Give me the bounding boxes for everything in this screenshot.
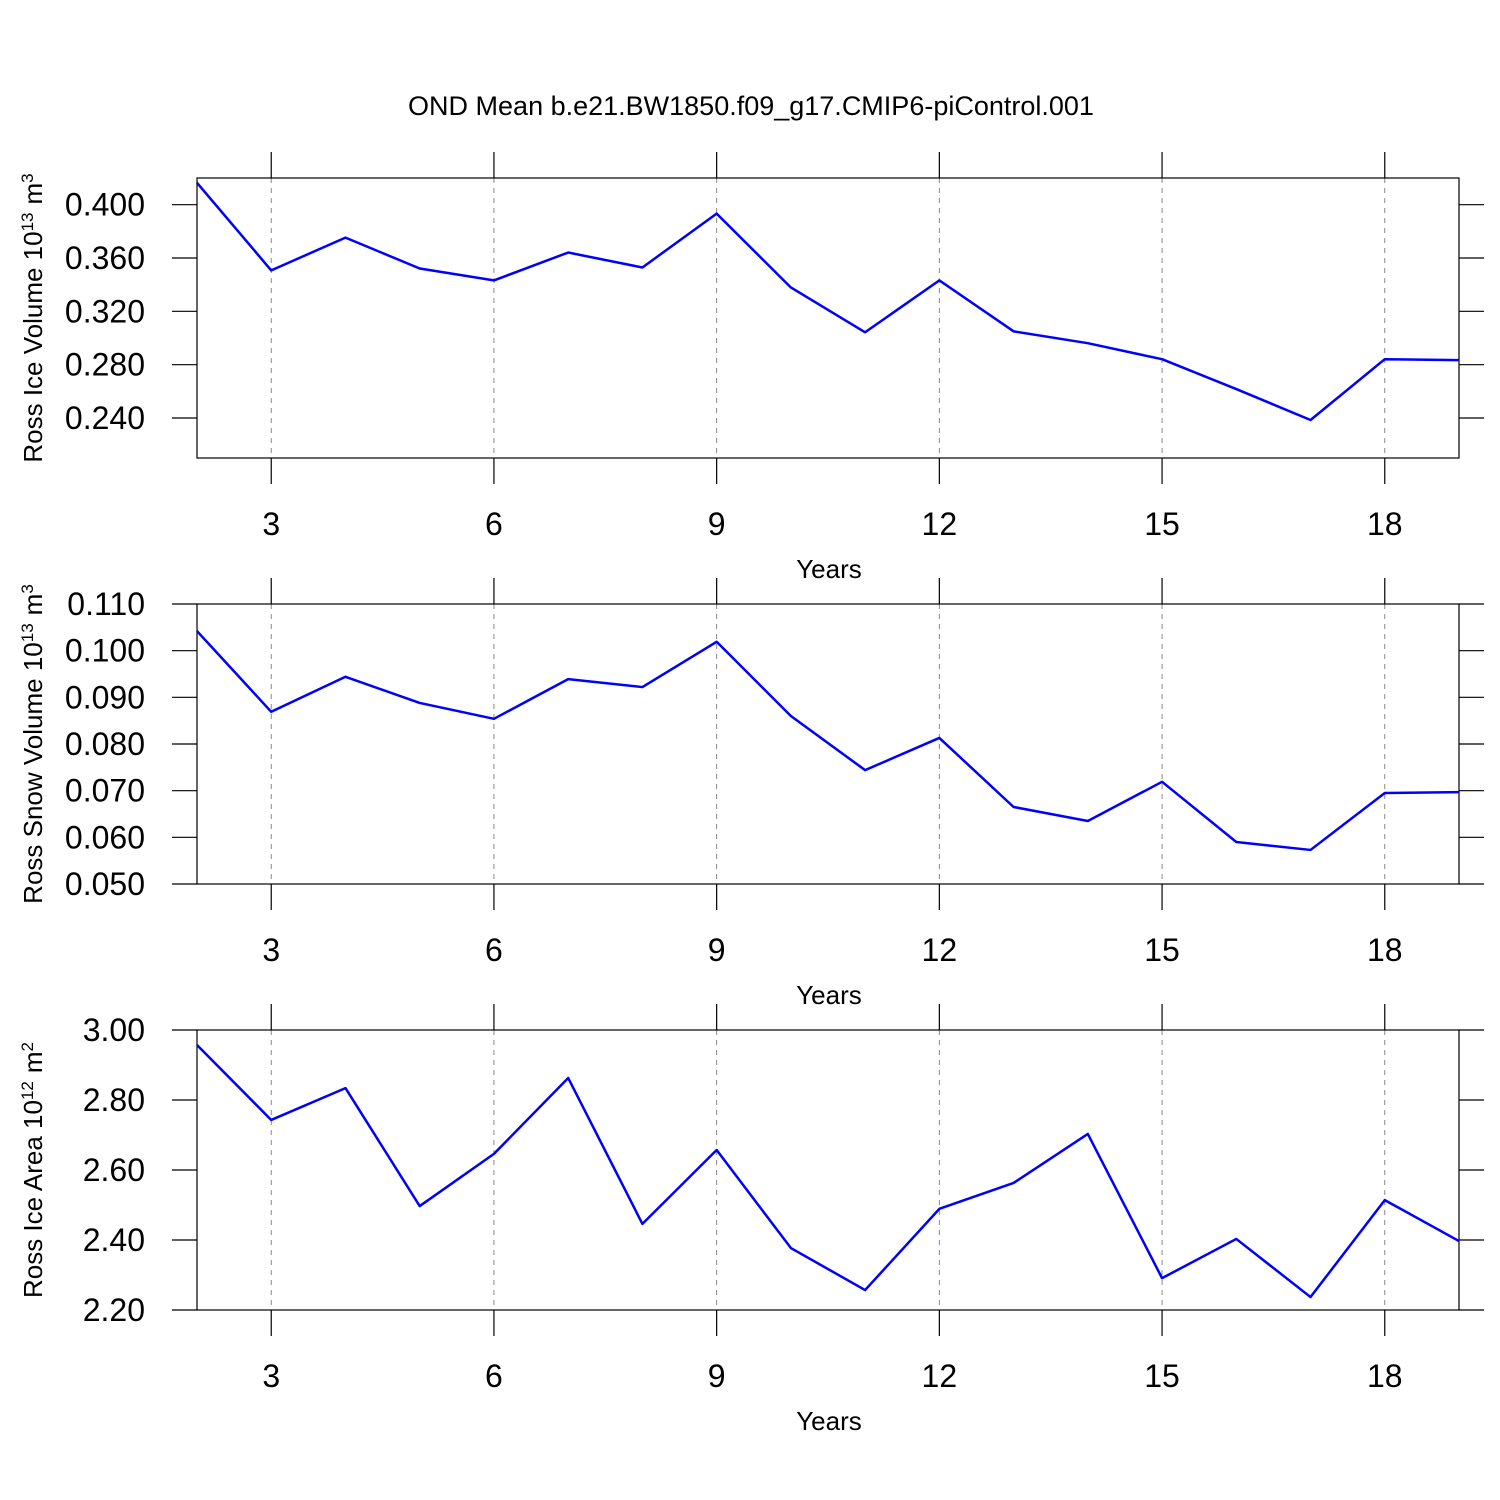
x-tick-label: 15 (1144, 1358, 1180, 1394)
plot-frame (196, 1029, 1460, 1311)
y-axis-label-exponent: 3 (18, 584, 37, 593)
y-axis-label-exponent: 12 (18, 1081, 37, 1100)
x-tick-label: 9 (708, 1358, 726, 1394)
y-axis-label-part: m (18, 1051, 48, 1073)
y-tick-label: 2.80 (83, 1082, 145, 1118)
y-axis-label-exponent: 2 (18, 1042, 37, 1051)
x-axis-label: Years (796, 554, 862, 584)
panel: 3 6 9 12 15 18 2.20 2.40 2.60 2.80 3.00 Years Ross I… (18, 1004, 1484, 1436)
x-tick-label: 6 (485, 932, 503, 968)
y-tick-label: 0.280 (65, 347, 145, 383)
x-tick-label: 9 (708, 506, 726, 542)
x-tick-label: 15 (1144, 932, 1180, 968)
y-tick-label: 0.100 (65, 633, 145, 669)
data-line (196, 181, 1460, 422)
x-axis-label: Years (796, 1406, 862, 1436)
x-tick-label: 12 (922, 506, 958, 542)
y-axis-label-exponent: 3 (18, 173, 37, 182)
x-axis-label: Years (796, 980, 862, 1010)
y-axis-label-part: Ross Ice Volume 10 (18, 231, 48, 462)
y-tick-label: 0.060 (65, 819, 145, 855)
y-tick-label: 0.320 (65, 293, 145, 329)
panel: 3 6 9 12 15 18 0.240 0.280 0.320 0.360 0.400 Years R… (18, 152, 1484, 584)
data-line (196, 630, 1460, 852)
y-axis-label-part: Ross Ice Area 10 (18, 1100, 48, 1298)
y-tick-label: 0.050 (65, 866, 145, 902)
plot-frame (196, 177, 1460, 459)
data-line (196, 1044, 1460, 1299)
y-tick-label: 0.240 (65, 400, 145, 436)
y-axis-label: Ross Ice Area 1012 m2 (18, 1042, 49, 1298)
y-axis-label: Ross Ice Volume 1013 m3 (18, 173, 49, 462)
x-tick-label: 18 (1367, 506, 1403, 542)
x-tick-label: 3 (262, 506, 280, 542)
y-tick-label: 2.20 (83, 1292, 145, 1328)
y-axis-label-part: m (18, 183, 48, 205)
x-tick-label: 12 (922, 1358, 958, 1394)
figure-title: OND Mean b.e21.BW1850.f09_g17.CMIP6-piCo… (408, 91, 1094, 121)
y-tick-label: 0.360 (65, 240, 145, 276)
x-tick-label: 6 (485, 1358, 503, 1394)
y-tick-label: 0.110 (67, 586, 145, 622)
y-axis-label: Ross Snow Volume 1013 m3 (18, 584, 49, 904)
y-tick-label: 3.00 (83, 1012, 145, 1048)
y-tick-label: 0.070 (65, 773, 145, 809)
x-tick-label: 6 (485, 506, 503, 542)
y-tick-label: 0.090 (65, 679, 145, 715)
y-tick-label: 0.400 (65, 187, 145, 223)
y-axis-label-part: Ross Snow Volume 10 (18, 642, 48, 904)
x-tick-label: 3 (262, 1358, 280, 1394)
x-tick-label: 18 (1367, 932, 1403, 968)
x-tick-label: 15 (1144, 506, 1180, 542)
y-axis-label-exponent: 13 (18, 623, 37, 642)
x-tick-label: 18 (1367, 1358, 1403, 1394)
x-tick-label: 9 (708, 932, 726, 968)
y-tick-label: 2.40 (83, 1222, 145, 1258)
panel: 3 6 9 12 15 18 0.050 0.060 0.070 0.080 0.090 0.100 0… (18, 578, 1484, 1010)
x-tick-label: 12 (922, 932, 958, 968)
plot-frame (196, 603, 1460, 885)
y-axis-label-exponent: 13 (18, 212, 37, 231)
y-tick-label: 2.60 (83, 1152, 145, 1188)
y-tick-label: 0.080 (65, 726, 145, 762)
y-axis-label-part: m (18, 594, 48, 616)
x-tick-label: 3 (262, 932, 280, 968)
